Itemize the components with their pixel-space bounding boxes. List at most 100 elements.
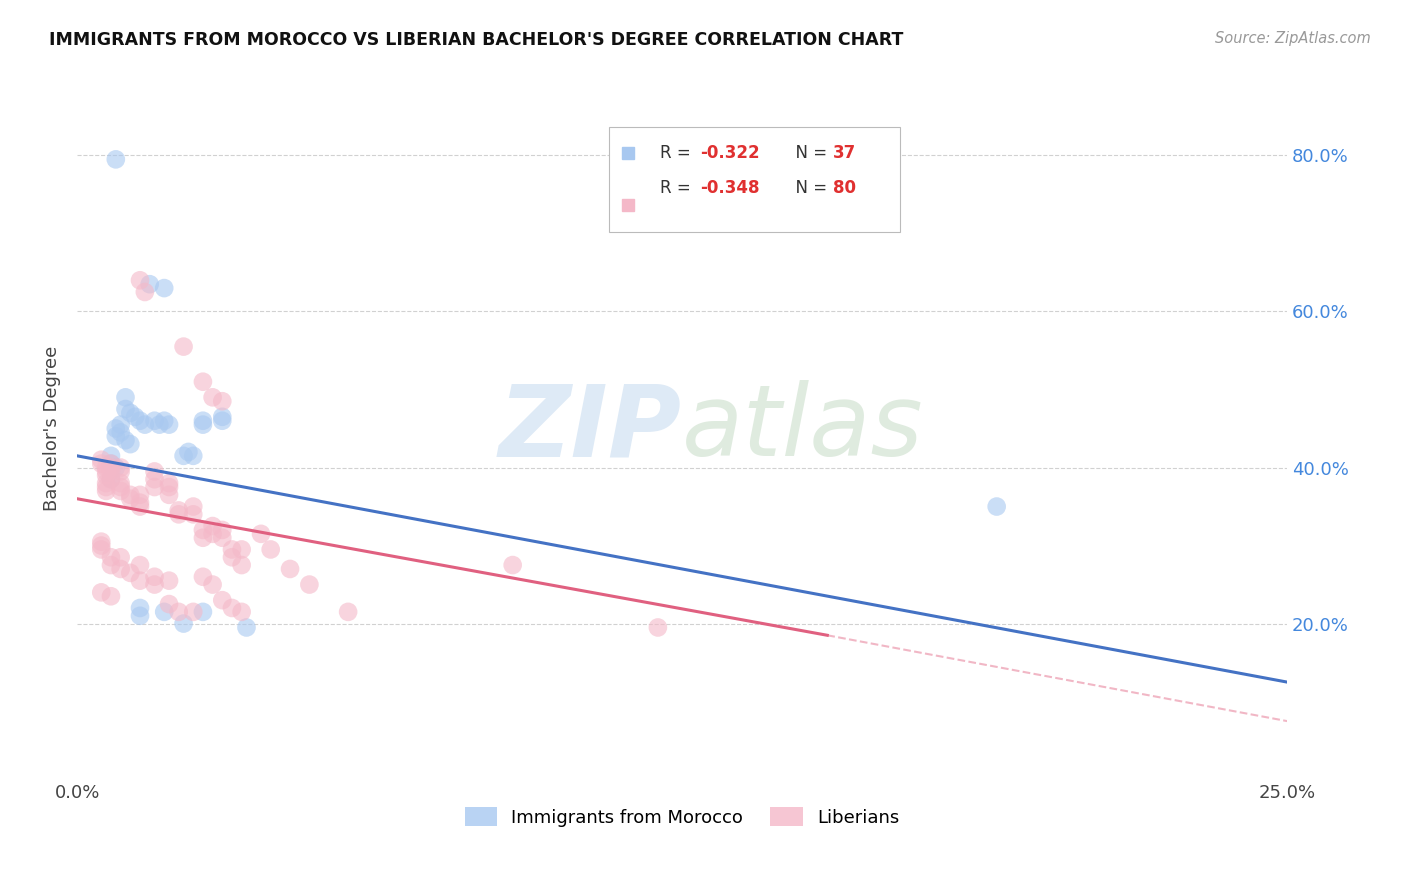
FancyBboxPatch shape [609,127,900,232]
Point [90,539,112,553]
Point [173,340,195,354]
Point [211,414,233,428]
Point [94,468,117,483]
Point [100,449,122,463]
Point [211,523,233,537]
Point [153,281,176,295]
Point [235,620,257,634]
Point [191,531,214,545]
Point [221,542,243,557]
Point [120,406,142,420]
Point [191,605,214,619]
Point [120,437,142,451]
Point [120,566,142,580]
Point [153,414,176,428]
Text: R =: R = [661,179,696,197]
Point [191,523,214,537]
Point [94,476,117,491]
Point [100,457,122,471]
Point [114,390,136,404]
Point [231,542,253,557]
Point [211,531,233,545]
Point [110,562,132,576]
Point [298,577,321,591]
Point [143,480,166,494]
Point [157,476,180,491]
Point [90,585,112,599]
Point [110,480,132,494]
Point [110,483,132,498]
Point [502,558,524,572]
Point [94,480,117,494]
Point [120,491,142,506]
Point [337,605,360,619]
Text: R =: R = [661,145,696,162]
Point [94,483,117,498]
Point [124,409,146,424]
Point [191,414,214,428]
Point [104,153,127,167]
Point [211,409,233,424]
Point [221,601,243,615]
Point [167,605,190,619]
Point [100,457,122,471]
Point [104,460,127,475]
Point [157,574,180,588]
Point [157,417,180,432]
Point [986,500,1008,514]
Point [647,620,669,634]
Point [100,472,122,486]
Point [148,417,170,432]
Point [110,550,132,565]
Point [157,480,180,494]
Point [181,508,204,522]
Point [100,550,122,565]
Point [129,488,152,502]
Point [201,526,224,541]
Text: -0.348: -0.348 [700,179,759,197]
Point [157,597,180,611]
Point [260,542,283,557]
Point [177,445,200,459]
Point [94,465,117,479]
Point [104,429,127,443]
Point [129,608,152,623]
Point [114,434,136,448]
Point [100,558,122,572]
Point [191,375,214,389]
Point [100,465,122,479]
Point [191,417,214,432]
Point [201,577,224,591]
Text: ZIP: ZIP [499,380,682,477]
Point [181,500,204,514]
Point [110,465,132,479]
Point [211,394,233,409]
Point [167,508,190,522]
Point [173,616,195,631]
Point [90,534,112,549]
Point [100,472,122,486]
Text: 80: 80 [834,179,856,197]
Point [231,558,253,572]
Point [221,550,243,565]
Point [129,558,152,572]
Point [211,593,233,607]
Point [201,390,224,404]
Point [278,562,301,576]
Y-axis label: Bachelor's Degree: Bachelor's Degree [44,346,60,511]
Point [143,414,166,428]
Point [129,496,152,510]
Text: N =: N = [785,145,832,162]
Point [129,574,152,588]
Point [129,273,152,287]
Point [110,476,132,491]
Point [231,605,253,619]
Point [134,417,156,432]
Point [100,589,122,603]
Text: Source: ZipAtlas.com: Source: ZipAtlas.com [1215,31,1371,46]
Point [120,488,142,502]
Point [167,503,190,517]
Point [181,449,204,463]
Point [173,449,195,463]
Point [138,277,160,292]
